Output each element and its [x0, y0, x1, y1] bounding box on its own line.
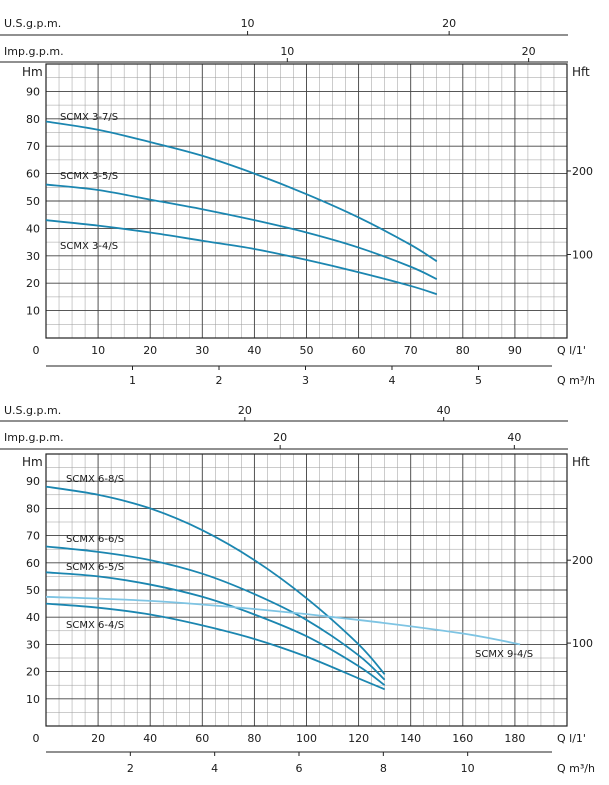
series-label: SCMX 6-6/S	[66, 534, 124, 545]
x2-tick-label: 1	[129, 374, 136, 387]
x-origin-label: 0	[33, 732, 40, 745]
series-curve	[45, 120, 438, 263]
top-axis-tick-label: 40	[507, 431, 521, 444]
top-axis-tick-label: 40	[437, 404, 451, 417]
x-tick-label: 80	[247, 732, 261, 745]
y-axis-label: Hm	[22, 65, 43, 79]
x2-axis-label: Q m³/h	[557, 762, 595, 775]
series-label: SCMX 6-8/S	[66, 474, 124, 485]
y-tick-label: 60	[26, 168, 40, 181]
x-tick-label: 20	[143, 344, 157, 357]
x-tick-label: 180	[504, 732, 525, 745]
y-tick-label: 60	[26, 557, 40, 570]
y2-tick-label: 100	[572, 637, 593, 650]
plot-grid	[45, 453, 568, 727]
top-axis-tick-label: 20	[442, 17, 456, 30]
series-label: SCMX 6-4/S	[66, 620, 124, 631]
y-tick-label: 40	[26, 222, 40, 235]
y-axis-label: Hm	[22, 455, 43, 469]
x2-tick-label: 5	[475, 374, 482, 387]
y-tick-label: 40	[26, 611, 40, 624]
x-axis-label: Q l/1'	[557, 732, 586, 745]
x2-tick-label: 4	[211, 762, 218, 775]
y-tick-label: 20	[26, 666, 40, 679]
x2-tick-label: 6	[296, 762, 303, 775]
x2-tick-label: 2	[215, 374, 222, 387]
y-tick-label: 90	[26, 85, 40, 98]
series-curve	[45, 571, 386, 686]
x-tick-label: 120	[348, 732, 369, 745]
series-curve	[45, 602, 385, 691]
x-tick-label: 50	[300, 344, 314, 357]
x-tick-label: 20	[91, 732, 105, 745]
x-tick-label: 40	[247, 344, 261, 357]
plot-frame	[45, 63, 568, 339]
series-curve	[45, 219, 438, 296]
y-tick-label: 70	[26, 140, 40, 153]
x-axis-label: Q l/1'	[557, 344, 586, 357]
top-axis-tick-label: 10	[280, 45, 294, 58]
top-axis-tick-label: 20	[238, 404, 252, 417]
x2-tick-label: 2	[127, 762, 134, 775]
x-tick-label: 10	[91, 344, 105, 357]
x2-tick-label: 4	[388, 374, 395, 387]
series-label: SCMX 9-4/S	[475, 649, 533, 660]
top-axis-label: Imp.g.p.m.	[4, 431, 64, 444]
top-axis-tick-label: 10	[241, 17, 255, 30]
y2-axis-label: Hft	[572, 455, 590, 469]
series-curve	[45, 545, 386, 681]
series-label: SCMX 3-5/S	[60, 171, 118, 182]
top-axis-tick-label: 20	[522, 45, 536, 58]
x2-tick-label: 3	[302, 374, 309, 387]
series-curve	[45, 595, 521, 646]
x-tick-label: 140	[400, 732, 421, 745]
series-label: SCMX 3-7/S	[60, 112, 118, 123]
y2-tick-label: 100	[572, 248, 593, 261]
plot-grid	[45, 63, 568, 339]
x-tick-label: 30	[195, 344, 209, 357]
y-tick-label: 80	[26, 502, 40, 515]
x-tick-label: 40	[143, 732, 157, 745]
x-tick-label: 90	[508, 344, 522, 357]
y2-tick-label: 200	[572, 554, 593, 567]
x-origin-label: 0	[33, 344, 40, 357]
y2-axis-label: Hft	[572, 65, 590, 79]
y-tick-label: 50	[26, 195, 40, 208]
y2-tick-label: 200	[572, 165, 593, 178]
y-tick-label: 50	[26, 584, 40, 597]
series-curve	[45, 485, 386, 675]
x-tick-label: 100	[296, 732, 317, 745]
series-curve	[45, 183, 438, 280]
series-label: SCMX 6-5/S	[66, 562, 124, 573]
plot-frame	[45, 453, 568, 727]
top-axis-label: U.S.g.p.m.	[4, 17, 61, 30]
x2-tick-label: 10	[461, 762, 475, 775]
x-tick-label: 60	[352, 344, 366, 357]
top-axis-label: Imp.g.p.m.	[4, 45, 64, 58]
y-tick-label: 90	[26, 475, 40, 488]
top-axis-tick-label: 20	[273, 431, 287, 444]
x-tick-label: 80	[456, 344, 470, 357]
y-tick-label: 20	[26, 277, 40, 290]
y-tick-label: 10	[26, 305, 40, 318]
x-tick-label: 160	[452, 732, 473, 745]
x-tick-label: 60	[195, 732, 209, 745]
y-tick-label: 10	[26, 693, 40, 706]
y-tick-label: 30	[26, 638, 40, 651]
top-axis-label: U.S.g.p.m.	[4, 404, 61, 417]
y-tick-label: 30	[26, 250, 40, 263]
x-tick-label: 70	[404, 344, 418, 357]
y-tick-label: 80	[26, 113, 40, 126]
x2-axis-label: Q m³/h	[557, 374, 595, 387]
x2-tick-label: 8	[380, 762, 387, 775]
y-tick-label: 70	[26, 530, 40, 543]
series-label: SCMX 3-4/S	[60, 241, 118, 252]
